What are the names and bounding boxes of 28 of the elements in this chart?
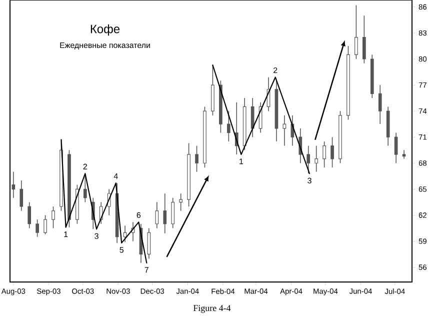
candlestick <box>171 197 175 229</box>
candlestick <box>12 171 16 198</box>
candlestick <box>250 98 254 138</box>
candlestick <box>123 225 127 242</box>
candlestick <box>52 206 55 229</box>
candlestick <box>195 145 198 172</box>
line-series <box>212 64 310 174</box>
candlestick <box>394 132 398 164</box>
candlestick <box>378 84 382 124</box>
candlestick <box>179 193 182 212</box>
candlestick <box>322 141 326 168</box>
candlestick <box>330 136 334 168</box>
candlestick <box>354 4 358 60</box>
candlestick <box>155 202 159 229</box>
candlestick <box>306 145 310 174</box>
candlestick <box>226 110 230 142</box>
candlestick <box>147 228 151 259</box>
candlestick <box>402 150 406 160</box>
candlestick <box>44 214 47 235</box>
line-series <box>60 139 148 264</box>
candlestick <box>28 202 32 229</box>
candlestick <box>36 219 39 238</box>
text: Кофе <box>90 24 120 36</box>
candlestick <box>314 145 318 172</box>
candlestick <box>163 193 167 234</box>
caption: Figure 4-4 <box>193 305 231 313</box>
candlestick <box>20 180 24 212</box>
candlestick <box>362 15 366 64</box>
